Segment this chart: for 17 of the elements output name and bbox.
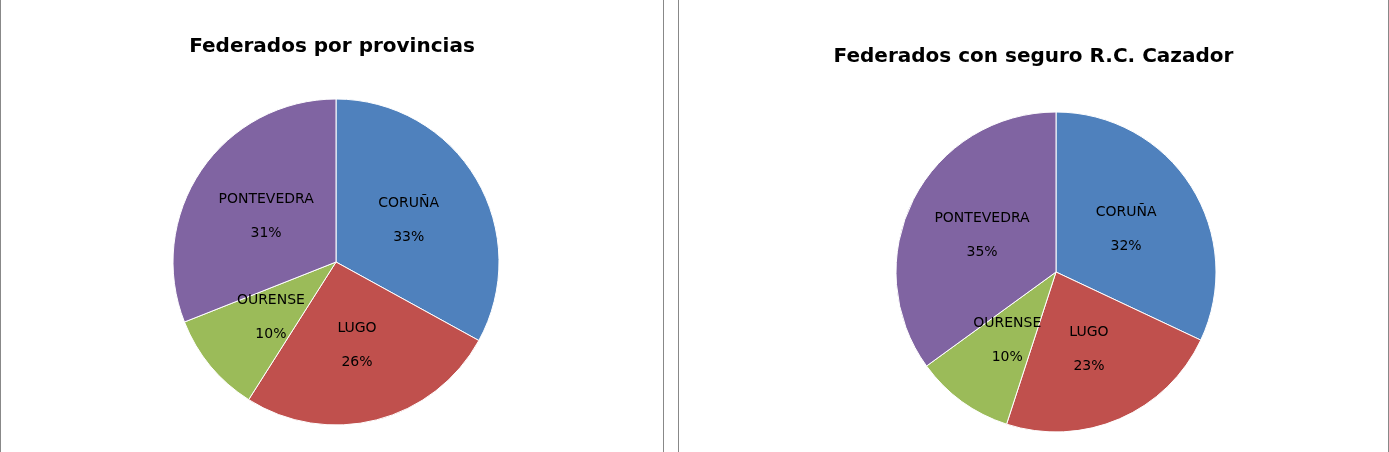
chart-title: Federados con seguro R.C. Cazador	[833, 43, 1234, 67]
slice-label: OURENSE	[236, 290, 305, 307]
slice-label: CORUÑA	[378, 193, 440, 210]
data-label: 32%	[1110, 236, 1142, 253]
data-label: 23%	[1073, 357, 1105, 374]
slice-label: CORUÑA	[1095, 202, 1157, 219]
chart-title: Federados por provincias	[189, 33, 475, 57]
data-label: 35%	[966, 243, 998, 260]
data-label: 10%	[255, 324, 287, 341]
data-label: 31%	[250, 223, 282, 240]
slice-label: LUGO	[1069, 323, 1109, 340]
slice-label: PONTEVEDRA	[218, 189, 315, 206]
slice-label: PONTEVEDRA	[934, 209, 1031, 226]
data-label: 26%	[341, 352, 373, 369]
slice-label: LUGO	[337, 318, 377, 335]
data-label: 33%	[393, 227, 425, 244]
data-label: 10%	[991, 348, 1023, 365]
